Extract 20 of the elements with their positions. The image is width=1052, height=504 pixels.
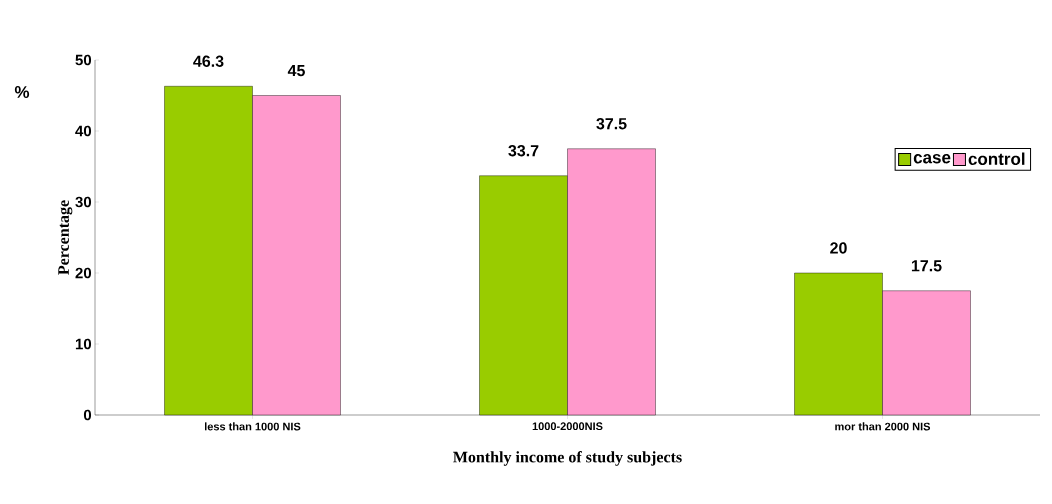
x-axis-title: Monthly income of study subjects — [453, 451, 682, 466]
legend-label: case — [913, 154, 951, 164]
data-label: 33.7 — [508, 145, 539, 157]
y-tick-label: 40 — [75, 125, 92, 137]
x-tick-label: less than 1000 NIS — [204, 422, 301, 431]
y-tick-label: 50 — [75, 54, 92, 66]
data-label: 45 — [287, 65, 305, 77]
data-label: 37.5 — [596, 118, 627, 130]
x-tick-label: mor than 2000 NIS — [835, 422, 931, 431]
y-tick-label: 30 — [75, 196, 92, 208]
legend-label: control — [968, 152, 1025, 165]
data-label: 17.5 — [911, 260, 942, 272]
y-tick-label: 20 — [75, 267, 92, 279]
y-tick-label: 0 — [83, 409, 92, 421]
x-tick-label: 1000-2000NIS — [532, 422, 603, 431]
text: % — [14, 86, 30, 98]
data-label: 46.3 — [193, 55, 224, 67]
y-tick-label: 10 — [75, 338, 92, 350]
y-axis-title: Percentage — [58, 200, 73, 275]
data-label: 20 — [830, 242, 847, 254]
